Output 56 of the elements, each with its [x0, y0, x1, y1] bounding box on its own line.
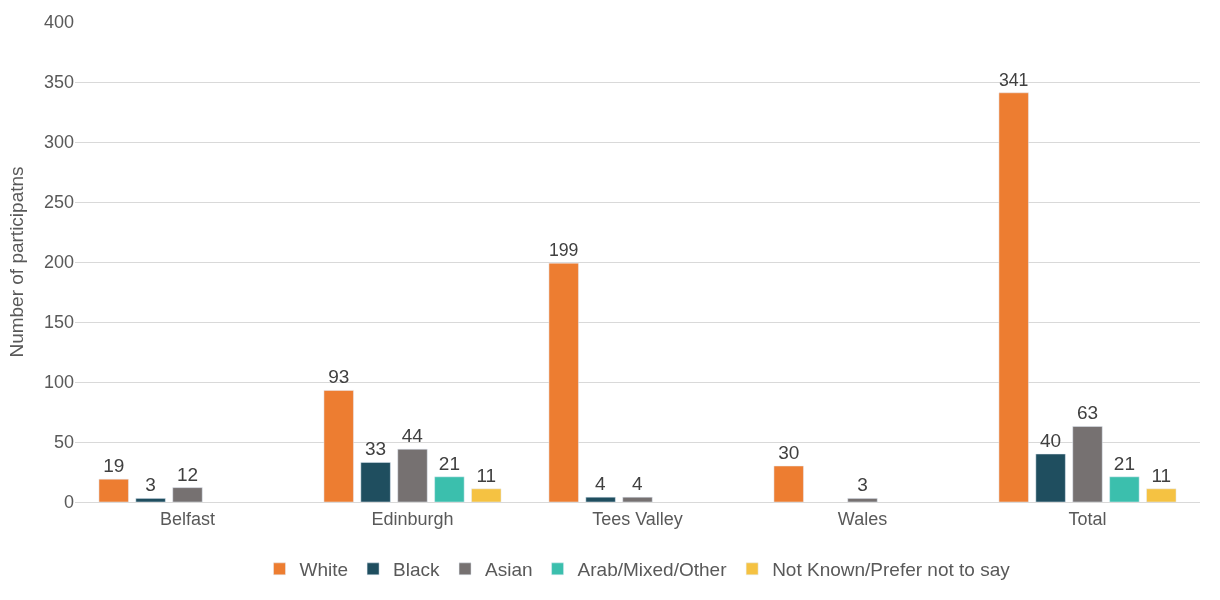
data-label: 30 [778, 442, 800, 463]
y-tick-label: 0 [63, 492, 74, 513]
y-tick-label: 250 [43, 192, 74, 213]
x-tick-label: Edinburgh [371, 508, 454, 529]
legend-label: Arab/Mixed/Other [577, 559, 728, 581]
y-tick-label: 350 [43, 72, 74, 93]
bar [1072, 426, 1103, 502]
bar [548, 262, 579, 502]
data-label: 40 [1040, 430, 1062, 451]
bar [360, 462, 391, 502]
data-label: 21 [438, 452, 460, 474]
bar [471, 488, 502, 502]
data-label: 4 [632, 473, 643, 495]
data-label: 4 [595, 473, 607, 495]
data-label: 93 [328, 366, 350, 388]
y-axis-title: Number of participatns [5, 166, 27, 358]
x-tick-label: Total [1068, 508, 1107, 529]
bar [622, 496, 653, 502]
legend-label: Not Known/Prefer not to say [772, 559, 1011, 581]
bar [135, 498, 166, 502]
y-tick-label: 300 [43, 132, 74, 153]
legend-label: White [299, 559, 349, 581]
data-label: 341 [998, 70, 1029, 91]
legend-label: Asian [485, 559, 533, 581]
bar [998, 92, 1029, 502]
bar [172, 487, 203, 502]
x-tick-label: Belfast [159, 508, 216, 529]
data-label: 12 [176, 463, 199, 485]
y-tick-label: 150 [43, 312, 74, 333]
bar [397, 448, 428, 502]
y-tick-label: 50 [53, 432, 74, 453]
y-tick-label: 200 [43, 252, 74, 273]
data-label: 11 [1151, 464, 1172, 486]
bar [1146, 488, 1177, 502]
bar [1035, 453, 1066, 502]
y-tick-label: 400 [43, 12, 74, 33]
x-tick-label: Wales [837, 508, 888, 529]
data-label: 3 [857, 474, 868, 496]
data-label: 44 [401, 425, 424, 447]
data-label: 3 [145, 474, 156, 496]
bar [98, 478, 129, 502]
legend-label: Black [393, 559, 441, 581]
data-label: 63 [1076, 402, 1099, 424]
data-label: 33 [365, 438, 387, 460]
x-tick-label: Tees Valley [592, 508, 683, 529]
bar [323, 390, 354, 502]
y-tick-label: 100 [43, 372, 74, 393]
data-label: 11 [476, 464, 497, 486]
data-label: 19 [103, 455, 125, 477]
bar [585, 496, 616, 502]
bar [847, 498, 878, 502]
bar [434, 476, 465, 502]
data-label: 21 [1113, 452, 1135, 474]
data-label: 199 [548, 240, 579, 261]
bar [773, 465, 804, 502]
bar [1109, 476, 1140, 502]
